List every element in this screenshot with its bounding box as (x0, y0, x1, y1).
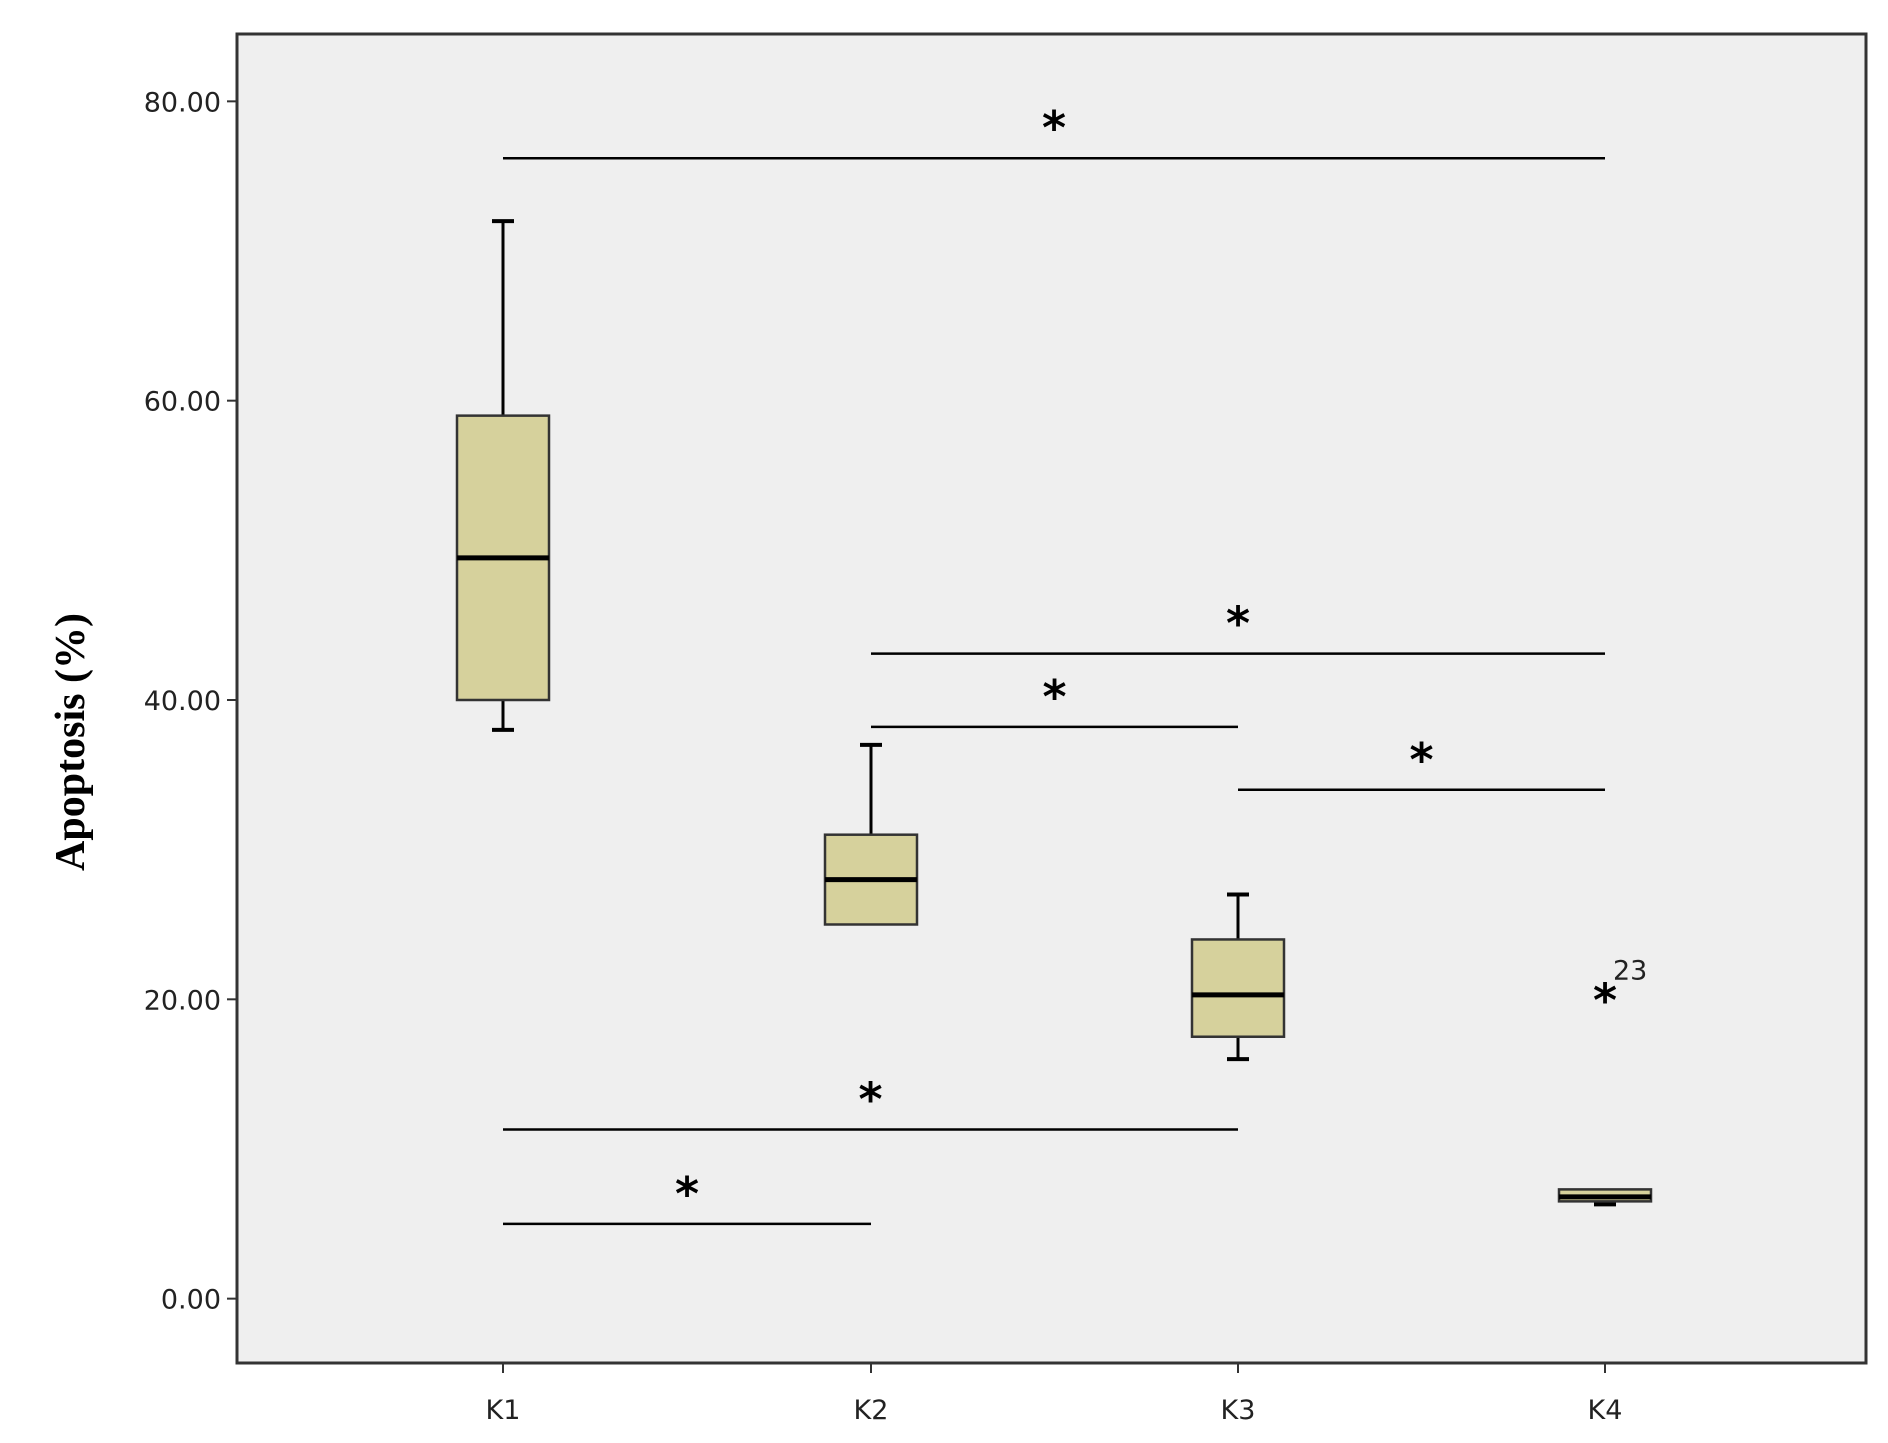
significance-k1-k3: * (503, 1073, 1238, 1131)
iqr-box (1190, 938, 1286, 1038)
significance-k2-k4: * (871, 597, 1605, 655)
significance-marker: * (1042, 670, 1066, 724)
x-tick-label: K4 (1588, 1395, 1623, 1426)
y-tick-label: 80.00 (144, 87, 221, 118)
significance-k3-k4: * (1238, 733, 1605, 792)
y-tick-label: 40.00 (144, 686, 221, 717)
significance-k1-k4: * (503, 101, 1605, 160)
y-axis: 0.00 20.00 40.00 60.00 80.00 (144, 87, 237, 1316)
box-series (455, 219, 1653, 1207)
significance-marker: * (858, 1073, 882, 1127)
outlier-label: 23 (1613, 955, 1647, 986)
significance-brackets: * * * * * * (503, 101, 1605, 1226)
significance-k1-k2: * (503, 1167, 871, 1226)
significance-marker: * (675, 1167, 699, 1221)
outliers: *23 (1593, 955, 1647, 1027)
box-k2 (823, 742, 919, 926)
y-tick-label: 60.00 (144, 387, 221, 418)
significance-marker: * (1409, 733, 1433, 787)
x-tick-label: K2 (854, 1395, 889, 1426)
y-tick-label: 20.00 (144, 985, 221, 1016)
significance-marker: * (1042, 101, 1066, 155)
y-tick-label: 0.00 (161, 1285, 221, 1316)
significance-k2-k3: * (871, 670, 1238, 729)
x-tick-label: K1 (486, 1395, 521, 1426)
x-axis: K1 K2 K3 K4 (486, 1363, 1623, 1426)
significance-marker: * (1226, 597, 1250, 651)
box-k3 (1190, 892, 1286, 1062)
x-tick-label: K3 (1221, 1395, 1256, 1426)
outlier-marker: * (1593, 973, 1617, 1027)
box-k1 (455, 219, 551, 732)
y-axis-label: Apoptosis (%) (48, 613, 94, 871)
box-k4 (1557, 1188, 1653, 1207)
